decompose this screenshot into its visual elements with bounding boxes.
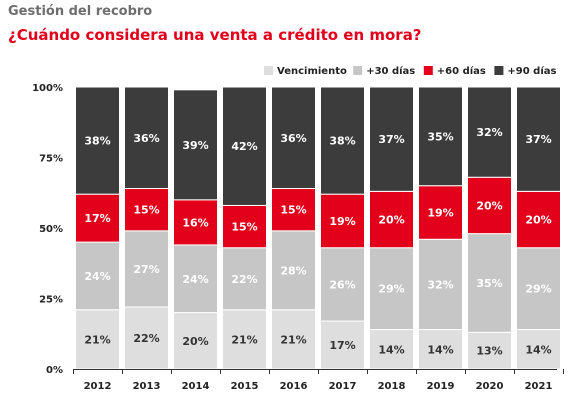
bar-segment [516, 247, 561, 331]
bar-segment [222, 309, 267, 370]
bar-segment [124, 86, 169, 190]
bar-segment [173, 89, 218, 201]
bar-segment [516, 86, 561, 192]
bar-segment [222, 86, 267, 206]
data-label: 42% [231, 140, 257, 153]
data-label: 19% [329, 215, 355, 228]
data-label: 20% [182, 335, 208, 348]
bar-segment [516, 190, 561, 249]
data-label: 20% [378, 214, 404, 227]
data-label: 29% [525, 283, 551, 296]
data-label: 22% [231, 273, 257, 286]
data-label: 22% [133, 332, 159, 345]
legend-swatch [264, 66, 273, 75]
data-label: 20% [476, 199, 502, 212]
bar-segment [222, 247, 267, 311]
data-label: 36% [133, 132, 159, 145]
legend-label: +90 días [507, 65, 556, 77]
bar-segment [418, 238, 463, 331]
data-label: 14% [525, 343, 551, 356]
bar-segment [124, 188, 169, 232]
y-tick-label: 0% [46, 365, 63, 376]
data-label: 20% [525, 214, 551, 227]
legend-label: Vencimiento [277, 66, 347, 77]
bar-segment [369, 86, 414, 192]
bar-segment [320, 86, 365, 195]
data-label: 15% [280, 204, 306, 217]
data-label: 35% [476, 277, 502, 290]
bar-segment [418, 329, 463, 370]
data-label: 15% [231, 221, 257, 234]
x-tick-label: 2018 [378, 381, 406, 392]
x-tick-label: 2014 [182, 381, 210, 392]
legend-swatch [423, 66, 433, 75]
bar-segment [271, 188, 316, 232]
data-label: 26% [329, 278, 355, 291]
data-label: 21% [84, 333, 110, 346]
bar-segment [418, 185, 463, 240]
data-label: 17% [329, 339, 355, 352]
bar-segment [75, 193, 120, 243]
data-label: 37% [378, 133, 404, 146]
legend-swatch [494, 66, 504, 75]
bar-segment [320, 320, 365, 370]
bar-segment [271, 230, 316, 311]
x-tick-label: 2012 [84, 381, 112, 392]
legend-label: +60 días [437, 65, 486, 77]
x-tick-label: 2017 [329, 381, 357, 392]
data-label: 37% [525, 133, 551, 146]
bar-segment [369, 190, 414, 249]
y-tick-label: 50% [39, 224, 63, 235]
data-label: 32% [427, 278, 453, 291]
data-label: 28% [280, 264, 306, 277]
y-tick-label: 25% [39, 295, 63, 306]
data-label: 14% [378, 343, 404, 356]
bar-segment [173, 244, 218, 314]
legend-label: +30 días [366, 65, 415, 77]
data-label: 36% [280, 132, 306, 145]
x-tick-label: 2021 [525, 381, 553, 392]
x-tick-label: 2013 [133, 381, 161, 392]
y-tick-label: 75% [39, 154, 63, 165]
y-tick-label: 100% [32, 83, 63, 94]
data-label: 13% [476, 345, 502, 358]
data-label: 38% [84, 135, 110, 148]
x-tick-label: 2020 [476, 381, 504, 392]
bar-segment [369, 329, 414, 370]
data-label: 35% [427, 130, 453, 143]
data-label: 39% [182, 139, 208, 152]
data-label: 15% [133, 204, 159, 217]
chart-subtitle: Gestión del recobro [8, 4, 153, 19]
bar-segment [75, 309, 120, 370]
bar-segment [418, 86, 463, 187]
bar-segment [369, 247, 414, 331]
data-label: 21% [231, 333, 257, 346]
bar-segment [467, 86, 512, 178]
bar-segment [222, 204, 267, 249]
x-tick-label: 2019 [427, 381, 455, 392]
bar-segment [467, 233, 512, 333]
data-label: 19% [427, 206, 453, 219]
data-label: 27% [133, 263, 159, 276]
x-tick-label: 2016 [280, 381, 308, 392]
x-tick-label: 2015 [231, 381, 259, 392]
legend-swatch [353, 66, 363, 75]
data-label: 29% [378, 283, 404, 296]
bar-segment [271, 86, 316, 190]
bar-segment [75, 86, 120, 195]
bar-segment [320, 193, 365, 249]
data-label: 38% [329, 135, 355, 148]
chart-title: ¿Cuándo considera una venta a crédito en… [8, 26, 422, 44]
data-label: 24% [182, 273, 208, 286]
bar-segment [75, 241, 120, 311]
data-label: 24% [84, 270, 110, 283]
data-label: 16% [182, 216, 208, 229]
data-label: 14% [427, 343, 453, 356]
data-label: 32% [476, 126, 502, 139]
bar-segment [173, 312, 218, 370]
data-label: 21% [280, 333, 306, 346]
data-label: 17% [84, 212, 110, 225]
